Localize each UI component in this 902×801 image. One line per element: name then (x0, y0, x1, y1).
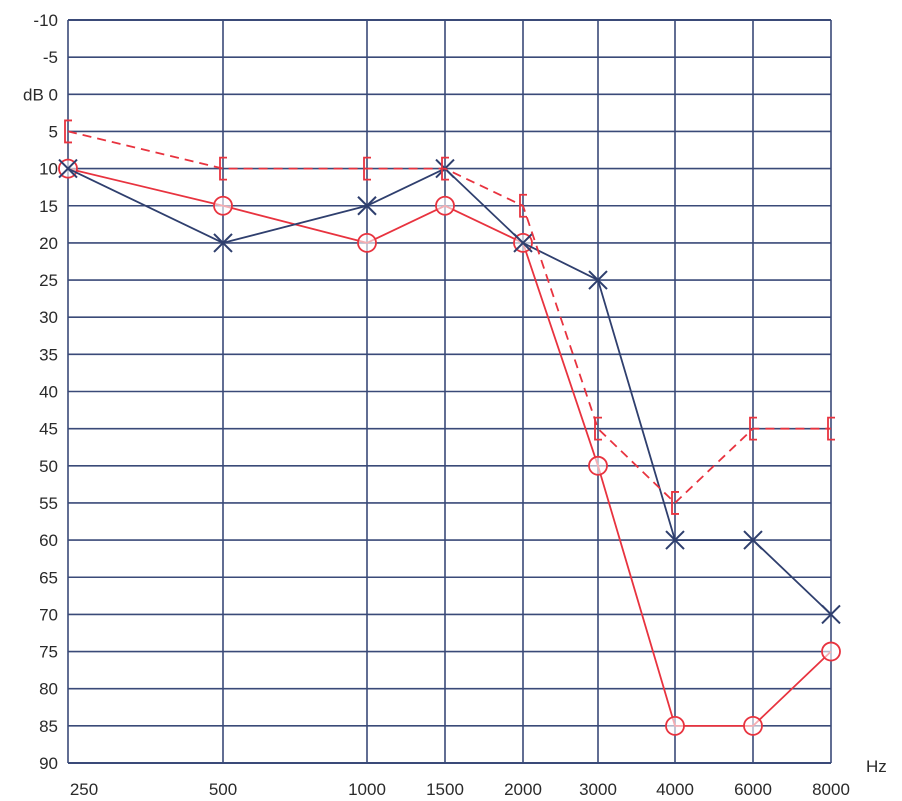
y-tick-label: 80 (39, 680, 58, 699)
data-point-cross (58, 158, 78, 179)
data-point-cross (743, 530, 763, 550)
x-axis-unit-label: Hz (866, 757, 887, 776)
data-point-circle (588, 455, 608, 476)
data-point-bracket (219, 156, 227, 181)
data-point-cross (213, 233, 233, 253)
x-tick-label: 8000 (812, 780, 850, 799)
data-point-bracket (749, 416, 757, 441)
x-axis-ticks: 250 500 1000 1500 2000 3000 4000 6000 8000 (70, 780, 850, 799)
y-tick-label: 85 (39, 717, 58, 736)
grid (67, 19, 832, 764)
data-point-circle (743, 715, 763, 736)
data-point-circle (357, 232, 377, 253)
y-tick-label: 15 (39, 197, 58, 216)
data-point-circle (435, 195, 455, 216)
x-tick-label: 6000 (734, 780, 772, 799)
data-point-bracket (64, 119, 72, 144)
y-tick-label: 45 (39, 420, 58, 439)
y-tick-label: 50 (39, 457, 58, 476)
data-point-bracket (519, 193, 527, 218)
x-tick-label: 3000 (579, 780, 617, 799)
cross-stroke (588, 270, 608, 290)
y-tick-label: 5 (49, 122, 58, 141)
y-tick-label: -5 (43, 48, 58, 67)
y-tick-label: 60 (39, 531, 58, 550)
x-tick-label: 2000 (504, 780, 542, 799)
cross-stroke (821, 604, 841, 625)
y-tick-label: 75 (39, 643, 58, 662)
cross-stroke (58, 158, 78, 179)
data-point-cross (357, 196, 377, 216)
x-tick-label: 1500 (426, 780, 464, 799)
y-tick-label: 55 (39, 494, 58, 513)
data-point-bracket (594, 416, 602, 441)
cross-stroke (357, 196, 377, 216)
series-bracket (64, 119, 835, 515)
data-point-cross (821, 604, 841, 625)
cross-stroke (213, 233, 233, 253)
y-tick-label: 65 (39, 568, 58, 587)
data-point-bracket (827, 416, 835, 441)
y-tick-label: 10 (39, 160, 58, 179)
y-tick-label: -10 (33, 11, 58, 30)
y-tick-label: 90 (39, 754, 58, 773)
y-tick-label: 25 (39, 271, 58, 290)
y-tick-label: 40 (39, 383, 58, 402)
y-axis-ticks: -10 -5 dB 0 5 10 15 20 25 30 35 40 45 50 55 60 65 70 75 80… (23, 11, 58, 773)
cross-stroke (513, 233, 533, 253)
cross-stroke (665, 530, 685, 550)
data-point-circle (665, 715, 685, 736)
x-tick-label: 500 (209, 780, 237, 799)
y-tick-label: 20 (39, 234, 58, 253)
data-point-cross (665, 530, 685, 550)
data-point-bracket (671, 491, 679, 515)
data-point-bracket (363, 156, 371, 181)
data-point-bracket (441, 156, 449, 181)
y-tick-label: 35 (39, 345, 58, 364)
x-tick-label: 1000 (348, 780, 386, 799)
cross-stroke (743, 530, 763, 550)
series-line-bracket (67, 130, 831, 504)
data-point-cross (588, 270, 608, 290)
y-tick-label: 70 (39, 605, 58, 624)
series (58, 119, 841, 736)
data-point-circle (213, 195, 233, 216)
x-tick-label: 250 (70, 780, 98, 799)
data-point-cross (513, 233, 533, 253)
y-tick-label: 30 (39, 308, 58, 327)
series-cross (58, 158, 841, 625)
y-tick-label: dB 0 (23, 85, 58, 104)
data-point-circle (821, 641, 841, 662)
x-tick-label: 4000 (656, 780, 694, 799)
